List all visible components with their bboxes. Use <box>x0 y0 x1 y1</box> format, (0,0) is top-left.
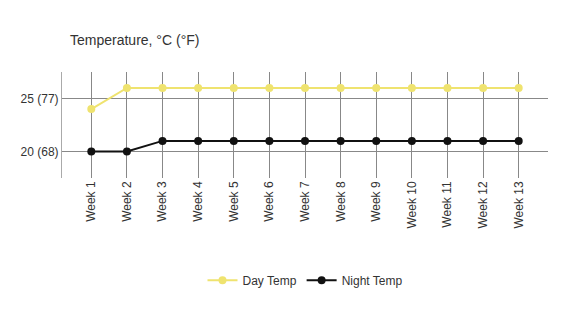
svg-text:Week 11: Week 11 <box>440 181 454 228</box>
svg-text:Week 2: Week 2 <box>120 181 134 222</box>
svg-text:Night Temp: Night Temp <box>342 274 403 288</box>
svg-text:20 (68): 20 (68) <box>21 145 59 159</box>
svg-text:Week 8: Week 8 <box>334 181 348 222</box>
svg-text:Week 5: Week 5 <box>227 181 241 222</box>
svg-text:Week 10: Week 10 <box>405 181 419 228</box>
svg-text:Day Temp: Day Temp <box>243 274 297 288</box>
svg-text:Week 12: Week 12 <box>476 181 490 228</box>
svg-text:Week 7: Week 7 <box>298 181 312 222</box>
svg-text:Week 3: Week 3 <box>155 181 169 222</box>
svg-text:Week 6: Week 6 <box>262 181 276 222</box>
svg-text:Week 1: Week 1 <box>84 181 98 222</box>
svg-text:Week 4: Week 4 <box>191 181 205 222</box>
svg-text:Week 13: Week 13 <box>512 181 526 228</box>
svg-text:Temperature, °C (°F): Temperature, °C (°F) <box>70 32 199 48</box>
svg-text:Week 9: Week 9 <box>369 181 383 222</box>
svg-text:25 (77): 25 (77) <box>21 92 59 106</box>
